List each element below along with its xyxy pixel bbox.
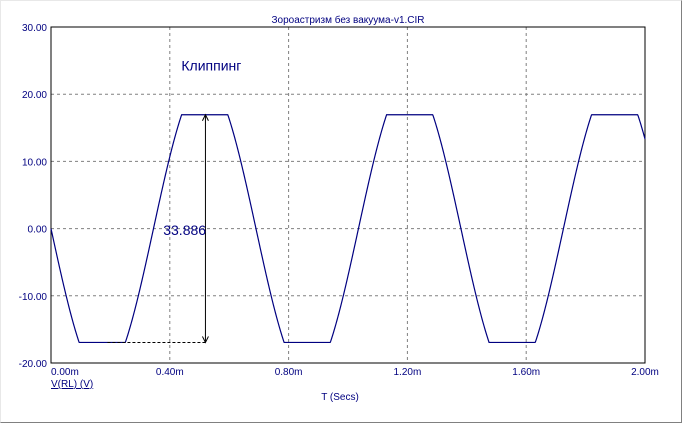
y-tick-label: 20.00 (22, 90, 47, 101)
series-line-v-rl (50, 114, 646, 344)
measure-arrow-up-icon (201, 113, 209, 121)
x-tick-label: 0.00m (51, 367, 79, 378)
y-axis: -20.00 -10.00 0.00 10.00 20.00 30.00 (19, 23, 48, 370)
grid (51, 27, 645, 363)
x-tick-label: 2.00m (631, 367, 659, 378)
y-tick-label: 0.00 (28, 225, 48, 236)
annotations: Клиппинг 33.886 (107, 58, 241, 344)
annotation-clipping: Клиппинг (181, 58, 241, 74)
series-name[interactable]: V(RL) (V) (51, 379, 93, 390)
y-tick-label: 10.00 (22, 157, 47, 168)
measure-value: 33.886 (163, 222, 206, 238)
measure-arrow-down-icon (201, 336, 209, 344)
y-tick-label: -10.00 (19, 292, 48, 303)
y-tick-label: 30.00 (22, 23, 47, 34)
x-axis: 0.00m 0.40m 0.80m 1.20m 1.60m 2.00m (51, 367, 659, 378)
x-tick-label: 0.80m (275, 367, 303, 378)
x-axis-label: T (Secs) (321, 392, 359, 403)
x-tick-label: 1.60m (512, 367, 540, 378)
x-tick-label: 1.20m (394, 367, 422, 378)
chart-title: Зороастризм без вакуума-v1.CIR (271, 14, 424, 26)
x-tick-label: 0.40m (156, 367, 184, 378)
y-tick-label: -20.00 (19, 359, 48, 370)
plot-frame (50, 26, 646, 364)
